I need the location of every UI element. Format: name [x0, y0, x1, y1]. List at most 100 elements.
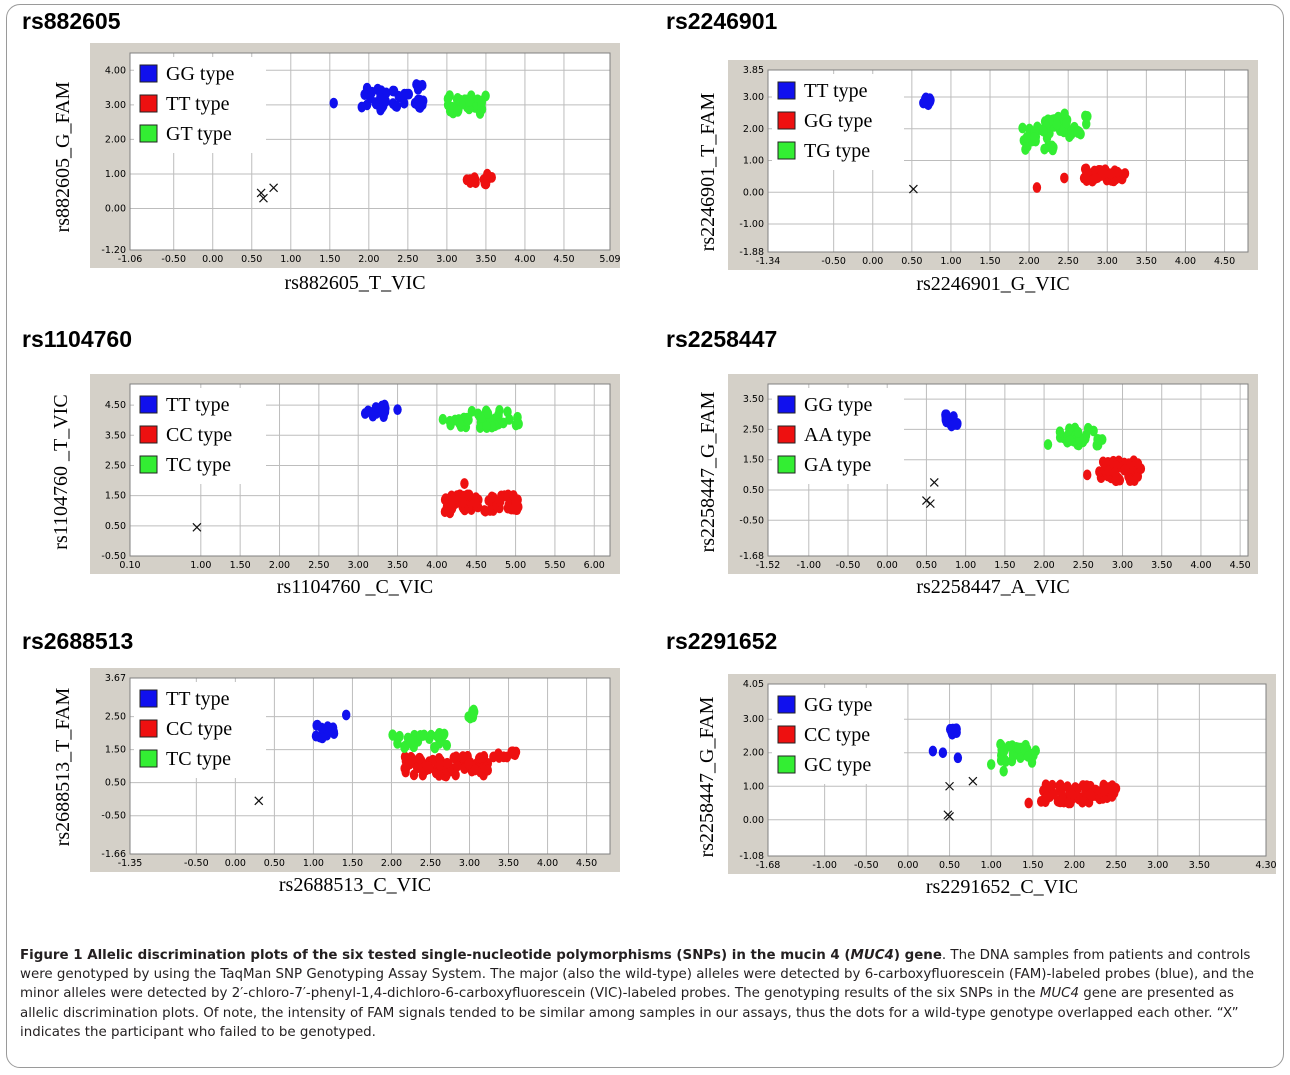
legend: GG type CC type GC type [772, 688, 904, 784]
data-point [1083, 166, 1092, 178]
data-point [1022, 131, 1032, 143]
data-point [999, 765, 1008, 777]
data-point [479, 751, 488, 763]
data-point [466, 177, 475, 189]
data-point [509, 490, 518, 501]
data-point [471, 497, 480, 509]
data-point [453, 760, 462, 772]
x-tick-label: -1.68 [756, 860, 781, 871]
data-point [1023, 750, 1033, 762]
x-tick-label: 0.00 [225, 858, 246, 869]
gene-name: MUC4 [1039, 986, 1080, 1002]
data-point [487, 491, 497, 503]
legend-label: GT type [166, 123, 232, 145]
legend-label: TC type [166, 454, 231, 476]
panel-title: rs2258447 [666, 326, 778, 352]
legend-label: CC type [804, 724, 870, 746]
legend-swatch [777, 111, 796, 130]
data-point [1133, 458, 1143, 470]
y-axis-label: rs2258447_G_FAM [696, 696, 718, 858]
data-point [442, 739, 452, 751]
data-point [1125, 475, 1135, 487]
x-tick-label: -1.35 [118, 858, 143, 869]
x-tick-label: 6.00 [584, 560, 605, 571]
legend-swatch [777, 425, 796, 444]
x-tick-label: 2.50 [1106, 860, 1127, 871]
data-point [928, 745, 938, 757]
data-point [1067, 789, 1077, 801]
x-tick-label: 0.00 [897, 860, 918, 871]
data-point [503, 406, 512, 418]
legend-swatch [777, 141, 796, 160]
x-tick-label: 3.00 [1147, 860, 1168, 871]
y-tick-label: 2.50 [105, 712, 126, 723]
data-point [494, 752, 504, 763]
legend-swatch [777, 395, 796, 414]
data-point [999, 745, 1009, 757]
legend-label: GG type [804, 394, 872, 416]
legend: TT type CC type TC type [134, 682, 266, 778]
data-point [1032, 182, 1042, 193]
x-tick-label: 2.00 [1019, 256, 1040, 267]
legend-label: TC type [166, 748, 231, 770]
data-point [1047, 140, 1057, 152]
data-point [477, 411, 486, 423]
caption-body: . The DNA samples from patients and cont… [20, 948, 1254, 1002]
data-point [483, 408, 493, 419]
x-tick-label: 1.50 [319, 254, 340, 265]
x-tick-label: 5.00 [505, 560, 526, 571]
data-point [318, 732, 327, 744]
x-tick-label: 3.50 [1151, 560, 1172, 571]
data-point [445, 415, 455, 427]
data-point [1111, 783, 1121, 794]
undetermined-point [929, 477, 939, 487]
data-point [953, 752, 963, 764]
undetermined-point [925, 499, 935, 509]
x-tick-label: 4.50 [1230, 560, 1251, 571]
figure-label: Figure 1 [20, 948, 83, 963]
x-tick-label: -0.50 [184, 858, 209, 869]
legend-swatch [139, 124, 158, 143]
data-point [1052, 118, 1062, 130]
data-point [368, 410, 378, 422]
undetermined-point [945, 781, 954, 791]
scatter-plot: -1.35 -0.50 0.00 0.50 1.00 1.50 2.00 2.50 3.00 3.… [90, 668, 620, 872]
undetermined-point [259, 193, 268, 203]
y-tick-label: 1.00 [743, 156, 764, 167]
legend-label: TG type [804, 140, 870, 162]
legend-swatch [139, 94, 158, 113]
data-point [464, 414, 473, 426]
x-tick-label: 1.50 [342, 858, 363, 869]
data-point [449, 752, 458, 764]
panel-title: rs882605 [22, 8, 121, 34]
data-point [1099, 168, 1109, 180]
legend-swatch [139, 395, 158, 414]
legend-swatch [139, 455, 158, 474]
data-point [458, 496, 467, 508]
data-point [464, 758, 473, 770]
legend: GG type TT type GT type [134, 57, 266, 153]
x-tick-label: 3.50 [387, 560, 408, 571]
x-axis-label: rs2258447_A_VIC [916, 576, 1070, 598]
data-point [475, 422, 485, 434]
panel-title: rs1104760 [22, 326, 133, 352]
data-point [1107, 790, 1117, 802]
data-point [376, 92, 385, 104]
y-tick-label: -0.50 [739, 515, 764, 526]
y-tick-label: 1.00 [743, 781, 764, 792]
data-point [464, 95, 474, 107]
scatter-svg: -1.34 -0.50 0.00 0.50 1.00 1.50 2.00 2.50 3.00 3.… [739, 65, 1249, 267]
x-tick-label: -0.50 [854, 860, 879, 871]
y-tick-label: 3.00 [743, 92, 764, 103]
legend-swatch [139, 719, 158, 738]
y-tick-label: 4.50 [105, 400, 126, 411]
scatter-svg: 0.10 1.00 1.50 2.00 2.50 3.00 3.50 4.00 4.50 5.00… [101, 383, 611, 571]
data-point [482, 421, 491, 432]
y-tick-label: -1.66 [101, 849, 126, 860]
x-tick-label: 3.00 [436, 254, 457, 265]
x-tick-label: 2.00 [1034, 560, 1055, 571]
data-point [453, 105, 462, 117]
x-tick-label: 5.50 [544, 560, 565, 571]
x-tick-label: -0.50 [161, 254, 186, 265]
legend-label: AA type [804, 424, 871, 446]
